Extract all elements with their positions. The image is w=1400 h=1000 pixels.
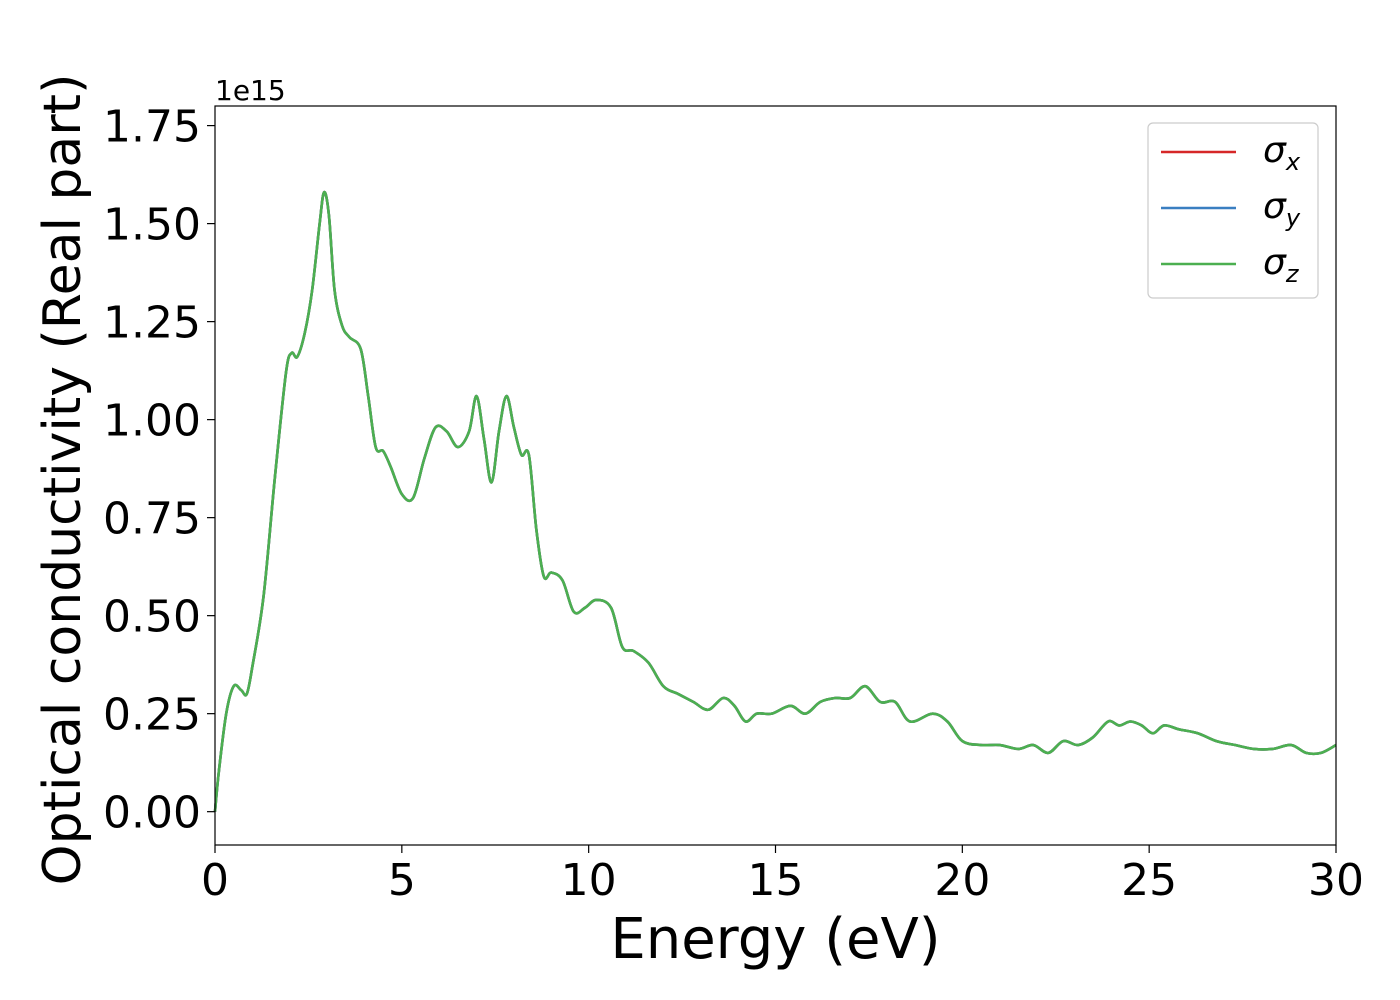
y-tick-label: 1.75 xyxy=(103,102,201,153)
x-tick-label: 25 xyxy=(1121,855,1177,906)
y-axis-label: Optical conductivity (Real part) xyxy=(33,74,93,886)
x-axis-ticks: 0 5 10 15 20 25 30 xyxy=(201,845,1364,906)
y-tick-label: 0.75 xyxy=(103,494,201,545)
x-tick-label: 20 xyxy=(934,855,990,906)
y-tick-label: 1.25 xyxy=(103,298,201,349)
y-axis-ticks: 0.00 0.25 0.50 0.75 1.00 1.25 1.50 1.75 xyxy=(103,102,215,839)
y-axis-offset-text: 1e15 xyxy=(215,74,286,107)
legend-label-z: σz xyxy=(1263,242,1300,288)
x-tick-label: 10 xyxy=(561,855,617,906)
x-axis-label: Energy (eV) xyxy=(610,907,940,972)
legend-frame xyxy=(1147,122,1319,299)
series-layer xyxy=(213,190,1337,812)
y-tick-label: 0.00 xyxy=(103,788,201,839)
y-tick-label: 1.00 xyxy=(103,396,201,447)
x-tick-label: 0 xyxy=(201,855,229,906)
series-line-z xyxy=(213,190,1337,812)
x-tick-label: 15 xyxy=(748,855,804,906)
x-tick-label: 30 xyxy=(1308,855,1364,906)
y-tick-label: 1.50 xyxy=(103,200,201,251)
legend: σx σy σz xyxy=(1147,122,1319,299)
legend-label-x: σx xyxy=(1263,130,1301,176)
y-tick-label: 0.50 xyxy=(103,592,201,643)
legend-label-y: σy xyxy=(1263,186,1301,232)
y-tick-label: 0.25 xyxy=(103,690,201,741)
x-tick-label: 5 xyxy=(388,855,416,906)
